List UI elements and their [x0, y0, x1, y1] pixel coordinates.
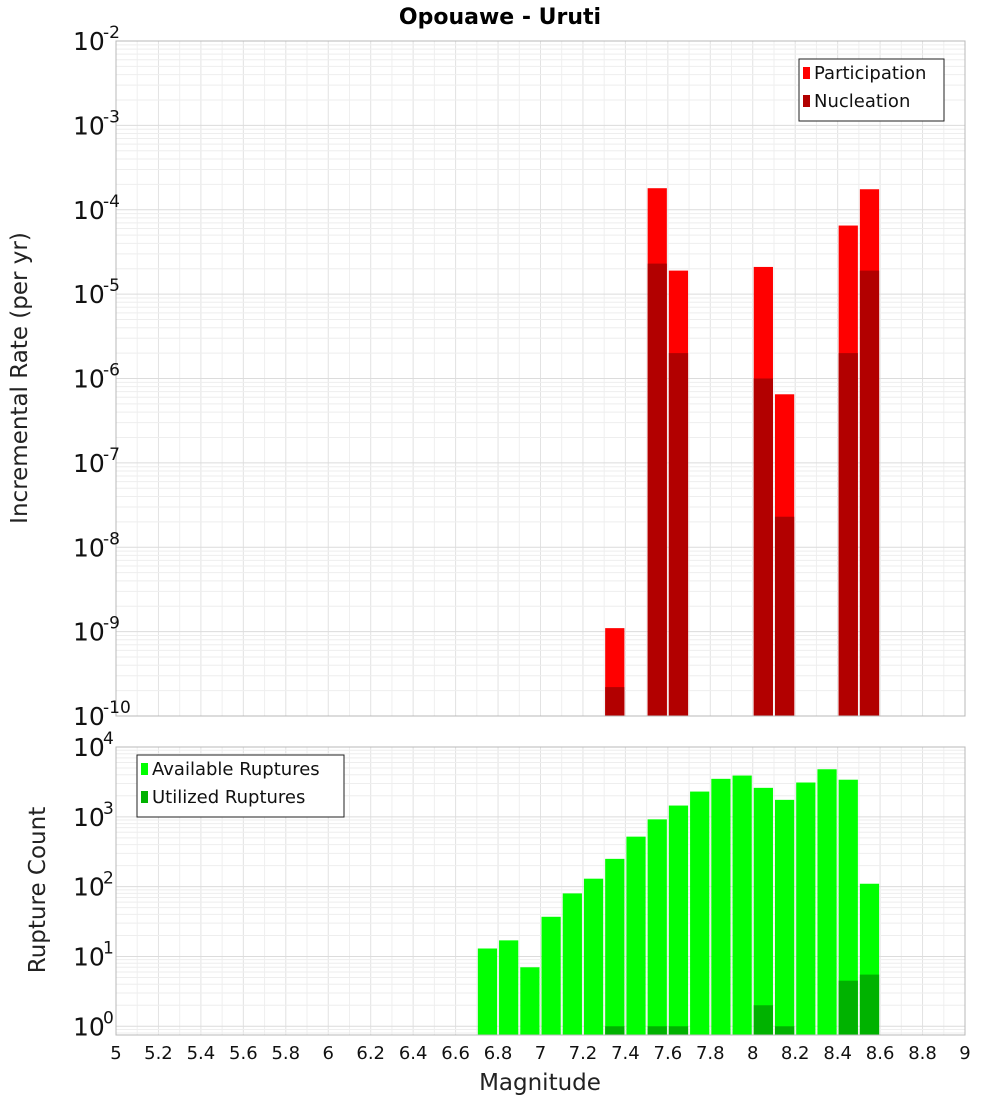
top-ytick-exponent: -8 — [103, 529, 120, 549]
top-ytick-label: 10 — [73, 702, 105, 731]
top-ytick-exponent: -2 — [103, 23, 120, 43]
top-bar-s2-3 — [753, 378, 773, 716]
top-legend-swatch-0 — [803, 67, 810, 79]
x-tick-label: 5 — [110, 1043, 121, 1064]
bottom-bar-s1-3 — [541, 916, 561, 1035]
bottom-ytick-exponent: 1 — [103, 938, 114, 958]
top-ytick-exponent: -7 — [103, 445, 120, 465]
top-bar-s2-0 — [605, 687, 625, 716]
x-axis-label: Magnitude — [479, 1070, 601, 1096]
top-legend-box — [798, 58, 945, 122]
top-ytick-exponent: -6 — [103, 361, 120, 381]
top-plot-frame — [115, 40, 966, 717]
bottom-bar-s2-1 — [647, 1026, 667, 1035]
x-tick-label: 5.2 — [144, 1043, 173, 1064]
x-tick-label: 7.6 — [654, 1043, 683, 1064]
bottom-bar-s1-10 — [690, 791, 710, 1035]
x-tick-label: 7.4 — [611, 1043, 640, 1064]
x-tick-label: 9 — [959, 1043, 970, 1064]
bottom-legend-swatch-1 — [141, 791, 148, 803]
top-bar-s2-1 — [647, 263, 667, 716]
x-tick-label: 7.8 — [696, 1043, 725, 1064]
x-tick-label: 6.2 — [356, 1043, 385, 1064]
bottom-bar-s2-3 — [753, 1005, 773, 1035]
top-ytick-label: 10 — [73, 111, 105, 140]
bottom-bar-s1-9 — [668, 805, 689, 1035]
x-tick-label: 8 — [747, 1043, 758, 1064]
x-tick-label: 8.6 — [866, 1043, 895, 1064]
bottom-plot-frame — [115, 746, 966, 1036]
top-ytick-exponent: -10 — [103, 698, 131, 718]
bottom-bar-s1-14 — [774, 799, 795, 1035]
bottom-bar-s1-0 — [477, 948, 498, 1035]
x-tick-label: 5.8 — [271, 1043, 300, 1064]
top-legend-label-0: Participation — [814, 63, 926, 84]
top-legend-label-1: Nucleation — [814, 91, 910, 112]
bottom-y-axis-label: Rupture Count — [25, 807, 51, 973]
bottom-bar-s2-4 — [774, 1026, 795, 1035]
top-ytick-label: 10 — [73, 27, 105, 56]
bottom-bar-s1-5 — [583, 878, 604, 1035]
x-tick-label: 6.6 — [441, 1043, 470, 1064]
bottom-bar-s1-17 — [838, 779, 858, 1035]
bottom-legend-box — [136, 754, 345, 818]
x-tick-label: 6.8 — [484, 1043, 513, 1064]
x-tick-label: 7 — [535, 1043, 546, 1064]
top-ytick-label: 10 — [73, 618, 105, 647]
bottom-bar-s1-1 — [499, 940, 519, 1035]
bottom-bar-s1-8 — [647, 819, 667, 1035]
bottom-bar-s2-5 — [838, 980, 858, 1035]
top-legend-swatch-1 — [803, 95, 810, 107]
x-tick-label: 8.8 — [908, 1043, 937, 1064]
top-ytick-label: 10 — [73, 280, 105, 309]
top-bar-s2-6 — [859, 270, 880, 716]
bottom-bar-s2-6 — [859, 974, 880, 1035]
x-tick-label: 6 — [323, 1043, 334, 1064]
top-ytick-exponent: -3 — [103, 107, 120, 127]
bottom-ytick-label: 10 — [73, 873, 105, 902]
bottom-ytick-exponent: 3 — [103, 799, 114, 819]
bottom-bar-s1-12 — [732, 775, 752, 1035]
bottom-bar-s1-2 — [520, 967, 540, 1035]
bottom-bar-s2-2 — [668, 1026, 689, 1035]
bottom-ytick-exponent: 2 — [103, 869, 114, 889]
bottom-bar-s1-4 — [562, 893, 582, 1035]
bottom-bar-s1-6 — [605, 858, 625, 1035]
x-tick-label: 7.2 — [569, 1043, 598, 1064]
bottom-bar-s1-16 — [817, 769, 837, 1035]
x-tick-label: 5.4 — [187, 1043, 216, 1064]
top-ytick-exponent: -5 — [103, 276, 120, 296]
x-tick-label: 8.4 — [823, 1043, 852, 1064]
bottom-ytick-label: 10 — [73, 1012, 105, 1041]
bottom-bar-s1-11 — [711, 778, 731, 1035]
top-ytick-label: 10 — [73, 533, 105, 562]
bottom-legend-label-0: Available Ruptures — [152, 759, 320, 780]
top-bar-s2-2 — [668, 353, 689, 716]
bottom-ytick-label: 10 — [73, 942, 105, 971]
bottom-ytick-exponent: 4 — [103, 729, 114, 749]
bottom-legend-swatch-0 — [141, 763, 148, 775]
bottom-bar-s1-7 — [626, 836, 646, 1035]
bottom-bar-s2-0 — [605, 1026, 625, 1035]
bottom-ytick-label: 10 — [73, 733, 105, 762]
top-bar-s2-4 — [774, 516, 795, 716]
top-ytick-label: 10 — [73, 365, 105, 394]
x-tick-label: 8.2 — [781, 1043, 810, 1064]
top-ytick-exponent: -4 — [103, 192, 120, 212]
chart-title: Opouawe - Uruti — [399, 5, 601, 30]
top-ytick-exponent: -9 — [103, 614, 120, 634]
bottom-ytick-exponent: 0 — [103, 1008, 114, 1028]
x-tick-label: 6.4 — [399, 1043, 428, 1064]
top-bar-s2-5 — [838, 353, 858, 716]
x-tick-label: 5.6 — [229, 1043, 258, 1064]
bottom-legend-label-1: Utilized Ruptures — [152, 787, 305, 808]
top-y-axis-label: Incremental Rate (per yr) — [7, 232, 33, 524]
bottom-bar-s1-13 — [753, 787, 773, 1035]
top-ytick-label: 10 — [73, 196, 105, 225]
bottom-bar-s1-15 — [796, 782, 816, 1035]
top-ytick-label: 10 — [73, 449, 105, 478]
bottom-ytick-label: 10 — [73, 803, 105, 832]
